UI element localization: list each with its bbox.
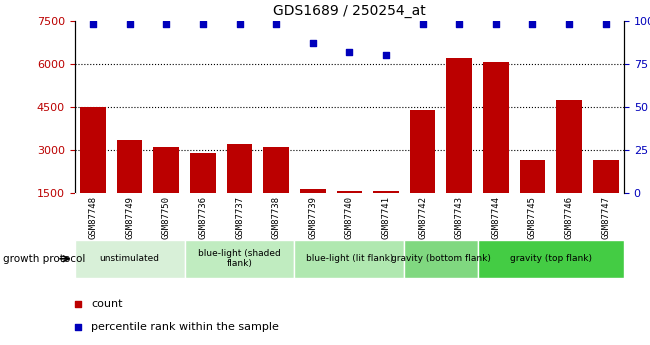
Text: count: count bbox=[91, 299, 123, 309]
Bar bbox=[519, 160, 545, 193]
Bar bbox=[294, 240, 404, 278]
Point bbox=[125, 21, 135, 27]
Bar bbox=[483, 62, 509, 193]
Text: gravity (bottom flank): gravity (bottom flank) bbox=[391, 254, 491, 263]
Point bbox=[454, 21, 464, 27]
Bar bbox=[75, 240, 185, 278]
Point bbox=[564, 21, 575, 27]
Point bbox=[161, 21, 172, 27]
Point bbox=[381, 52, 391, 58]
Text: GSM87746: GSM87746 bbox=[565, 196, 573, 238]
Point bbox=[527, 21, 538, 27]
Point bbox=[271, 21, 281, 27]
Text: GSM87740: GSM87740 bbox=[345, 196, 354, 238]
Text: GSM87745: GSM87745 bbox=[528, 196, 537, 238]
Text: GSM87736: GSM87736 bbox=[198, 196, 207, 238]
Bar bbox=[447, 58, 472, 193]
Text: GSM87747: GSM87747 bbox=[601, 196, 610, 238]
Bar bbox=[337, 191, 362, 193]
Bar bbox=[80, 107, 106, 193]
Bar bbox=[556, 100, 582, 193]
Text: GSM87742: GSM87742 bbox=[418, 196, 427, 238]
Point bbox=[491, 21, 501, 27]
Bar bbox=[300, 189, 326, 193]
Text: GSM87749: GSM87749 bbox=[125, 196, 134, 238]
Bar bbox=[478, 240, 624, 278]
Text: GSM87741: GSM87741 bbox=[382, 196, 391, 238]
Bar bbox=[185, 240, 294, 278]
Point bbox=[307, 40, 318, 46]
Point bbox=[73, 302, 83, 307]
Text: blue-light (shaded
flank): blue-light (shaded flank) bbox=[198, 249, 281, 268]
Point bbox=[344, 49, 355, 55]
Text: unstimulated: unstimulated bbox=[99, 254, 160, 263]
Text: GSM87738: GSM87738 bbox=[272, 196, 281, 238]
Point bbox=[198, 21, 208, 27]
Bar bbox=[373, 191, 399, 193]
Text: growth protocol: growth protocol bbox=[3, 254, 86, 264]
Bar bbox=[153, 147, 179, 193]
Text: blue-light (lit flank): blue-light (lit flank) bbox=[306, 254, 393, 263]
Title: GDS1689 / 250254_at: GDS1689 / 250254_at bbox=[273, 4, 426, 18]
Bar bbox=[593, 160, 619, 193]
Bar bbox=[117, 140, 142, 193]
Text: GSM87737: GSM87737 bbox=[235, 196, 244, 238]
Bar bbox=[190, 153, 216, 193]
Bar bbox=[410, 110, 436, 193]
Point bbox=[73, 324, 83, 330]
Bar bbox=[263, 147, 289, 193]
Text: percentile rank within the sample: percentile rank within the sample bbox=[91, 322, 279, 332]
Bar bbox=[404, 240, 478, 278]
Point bbox=[417, 21, 428, 27]
Point bbox=[88, 21, 98, 27]
Point bbox=[601, 21, 611, 27]
Text: GSM87748: GSM87748 bbox=[88, 196, 98, 238]
Point bbox=[234, 21, 244, 27]
Text: GSM87750: GSM87750 bbox=[162, 196, 171, 238]
Text: GSM87739: GSM87739 bbox=[308, 196, 317, 238]
Text: GSM87743: GSM87743 bbox=[455, 196, 463, 238]
Bar bbox=[227, 144, 252, 193]
Text: gravity (top flank): gravity (top flank) bbox=[510, 254, 592, 263]
Text: GSM87744: GSM87744 bbox=[491, 196, 500, 238]
